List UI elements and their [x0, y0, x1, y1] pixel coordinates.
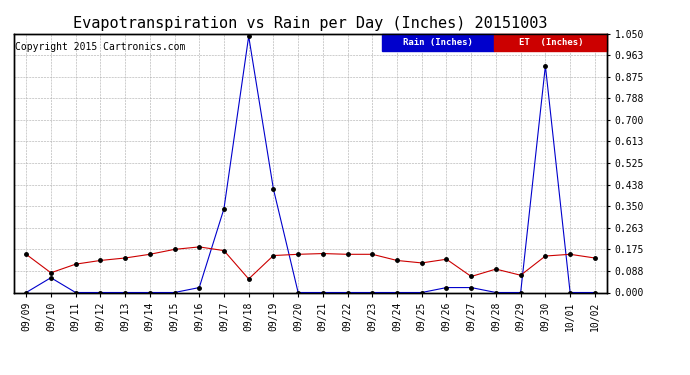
- Text: Copyright 2015 Cartronics.com: Copyright 2015 Cartronics.com: [15, 42, 186, 51]
- Title: Evapotranspiration vs Rain per Day (Inches) 20151003: Evapotranspiration vs Rain per Day (Inch…: [73, 16, 548, 31]
